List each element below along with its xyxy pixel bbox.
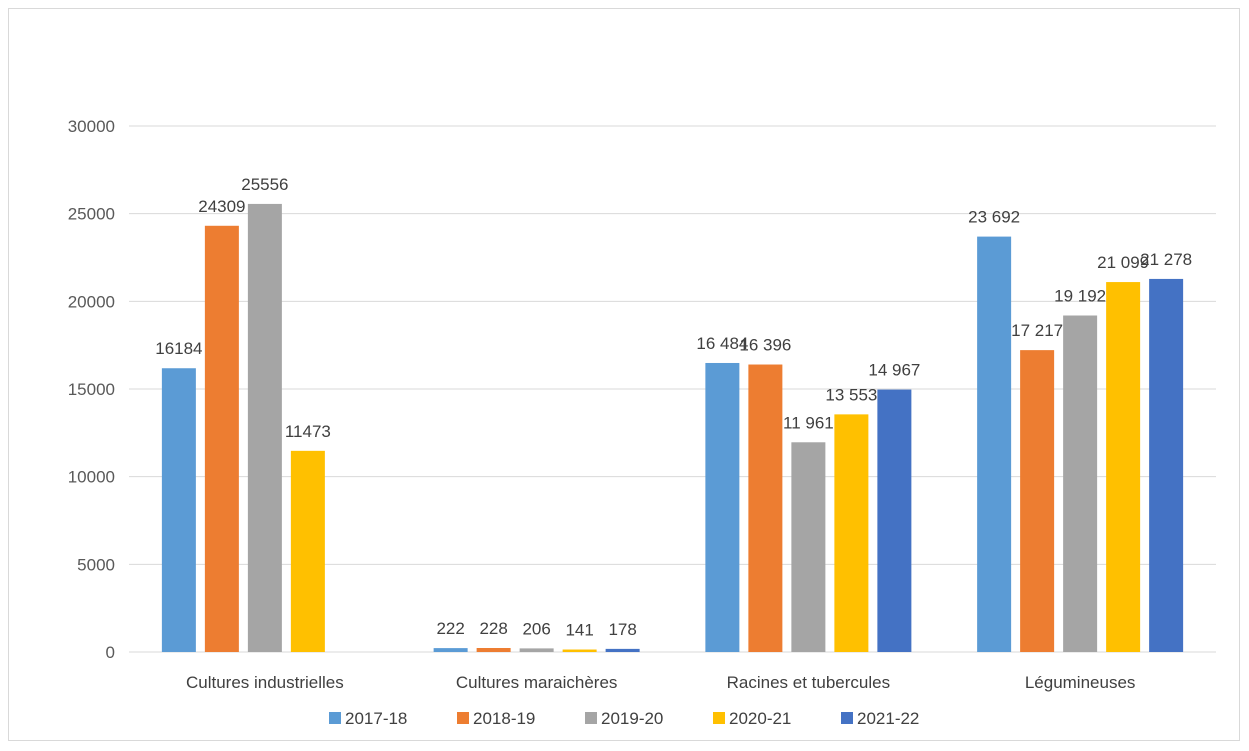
bar	[705, 362, 740, 652]
legend-swatch	[329, 712, 341, 724]
data-labels: 16184 24309 25556 11473 222 228 206 141 178 16 48…	[155, 175, 1192, 640]
x-category-label: Légumineuses	[1025, 673, 1136, 692]
legend-label: 2018-19	[473, 709, 535, 728]
legend-label: 2017-18	[345, 709, 407, 728]
bar	[605, 648, 640, 652]
data-label: 19 192	[1054, 287, 1106, 306]
data-label: 16 484	[696, 334, 748, 353]
bar	[519, 648, 554, 652]
data-label: 25556	[241, 175, 288, 194]
chart-frame: 0 5000 10000 15000 20000 25000 30000 16184 2430…	[8, 8, 1240, 741]
x-category-label: Cultures industrielles	[186, 673, 344, 692]
y-tick-label: 20000	[68, 292, 115, 311]
y-tick-label: 25000	[68, 205, 115, 224]
data-label: 228	[479, 619, 507, 638]
data-label: 11 961	[783, 413, 834, 432]
legend-swatch	[841, 712, 853, 724]
bar	[877, 389, 912, 652]
x-axis: Cultures industrielles Cultures maraichèr…	[186, 673, 1135, 692]
bar	[562, 649, 597, 652]
y-tick-label: 5000	[77, 555, 115, 574]
data-label: 11473	[285, 422, 331, 441]
data-label: 14 967	[868, 361, 920, 380]
data-label: 178	[608, 620, 636, 639]
x-category-label: Racines et tubercules	[727, 673, 890, 692]
legend-label: 2020-21	[729, 709, 791, 728]
bar	[1149, 278, 1184, 652]
bar	[1106, 282, 1141, 652]
bar	[290, 450, 325, 652]
data-label: 16184	[155, 339, 202, 358]
bar	[161, 368, 196, 652]
data-label: 21 099	[1097, 253, 1149, 272]
bar	[204, 225, 239, 652]
bar	[1063, 315, 1098, 652]
y-tick-label: 0	[106, 643, 115, 662]
y-tick-label: 30000	[68, 117, 115, 136]
y-tick-label: 10000	[68, 468, 115, 487]
legend-label: 2019-20	[601, 709, 663, 728]
y-tick-label: 15000	[68, 380, 115, 399]
data-label: 16 396	[739, 336, 791, 355]
data-label: 222	[436, 619, 464, 638]
bar	[791, 442, 826, 652]
y-axis: 0 5000 10000 15000 20000 25000 30000	[68, 117, 115, 662]
bar	[1020, 350, 1055, 652]
bar	[748, 364, 783, 652]
legend: 2017-18 2018-19 2019-20 2020-21 2021-22	[329, 709, 919, 728]
bar	[977, 236, 1012, 652]
data-label: 24309	[198, 197, 245, 216]
legend-swatch	[457, 712, 469, 724]
bar	[834, 414, 869, 652]
legend-swatch	[585, 712, 597, 724]
legend-swatch	[713, 712, 725, 724]
data-label: 206	[522, 619, 550, 638]
data-label: 23 692	[968, 208, 1020, 227]
data-label: 141	[565, 621, 593, 640]
bar	[433, 648, 468, 652]
data-label: 17 217	[1011, 321, 1063, 340]
bars	[161, 203, 1184, 652]
data-label: 13 553	[825, 385, 877, 404]
x-category-label: Cultures maraichères	[456, 673, 618, 692]
legend-label: 2021-22	[857, 709, 919, 728]
bar	[476, 648, 511, 652]
bar	[247, 203, 282, 652]
bar-chart: 0 5000 10000 15000 20000 25000 30000 16184 2430…	[68, 117, 1216, 728]
data-label: 21 278	[1140, 250, 1192, 269]
